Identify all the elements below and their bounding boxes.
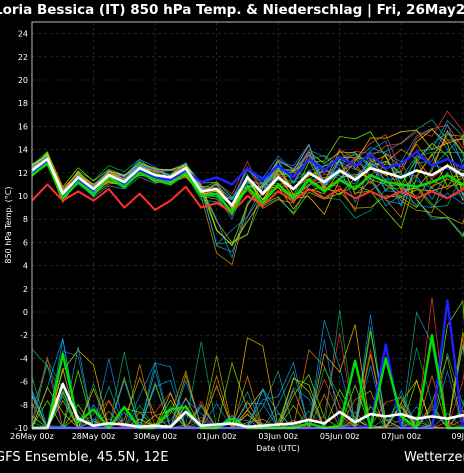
x-tick-label: 30May 00z xyxy=(133,432,177,441)
x-tick-label: 09Jun xyxy=(451,432,464,441)
precip-member-line xyxy=(31,393,464,429)
y-tick-label: 2 xyxy=(23,285,28,294)
temp-member-line xyxy=(31,129,464,247)
y-tick-label: -2 xyxy=(20,331,28,340)
x-tick-label: 05Jun 00z xyxy=(320,432,360,441)
y-tick-label: 10 xyxy=(18,192,28,201)
x-tick-label: 28May 00z xyxy=(72,432,116,441)
y-tick-label: -10 xyxy=(15,424,28,433)
x-tick-label: 01Jun 00z xyxy=(197,432,237,441)
y-axis-label: 850 hPa Temp. (°C) xyxy=(4,186,13,263)
x-axis-label: Date (UTC) xyxy=(256,444,300,453)
y-tick-label: 14 xyxy=(18,146,28,155)
x-tick-label: 07Jun 00z xyxy=(381,432,421,441)
y-tick-label: 0 xyxy=(23,308,28,317)
y-tick-label: 4 xyxy=(23,262,28,271)
y-tick-label: 24 xyxy=(18,30,28,39)
x-tick-labels: 26May 00z 28May 00z 30May 00z 01Jun 00z 03Ju… xyxy=(10,432,464,441)
y-tick-label: 20 xyxy=(18,76,28,85)
y-tick-label: 6 xyxy=(23,238,28,247)
series-precip-mean-line xyxy=(32,382,464,430)
footer-brand: Wetterzen xyxy=(404,450,464,465)
y-tick-label: 18 xyxy=(18,99,28,108)
grid-lines xyxy=(31,22,464,429)
y-tick-label: -4 xyxy=(20,354,28,363)
y-tick-label: 8 xyxy=(23,215,28,224)
chart-title: Loria Bessica (IT) 850 hPa Temp. & Niede… xyxy=(0,2,464,18)
temp-member-line xyxy=(31,134,464,199)
series-climate-line xyxy=(31,183,464,214)
y-tick-label: -8 xyxy=(20,401,28,410)
x-tick-label: 03Jun 00z xyxy=(258,432,298,441)
plot-frame xyxy=(31,21,464,429)
series-control-line xyxy=(31,162,464,214)
y-tick-label: -6 xyxy=(20,378,28,387)
y-tick-label: 22 xyxy=(18,53,28,62)
series-mean-line xyxy=(31,157,464,207)
temp-member-line xyxy=(31,119,464,253)
y-tick-label: 12 xyxy=(18,169,28,178)
footer-source: GFS Ensemble, 45.5N, 12E xyxy=(0,450,168,465)
x-tick-label: 26May 00z xyxy=(10,432,54,441)
y-tick-label: 16 xyxy=(18,122,28,131)
